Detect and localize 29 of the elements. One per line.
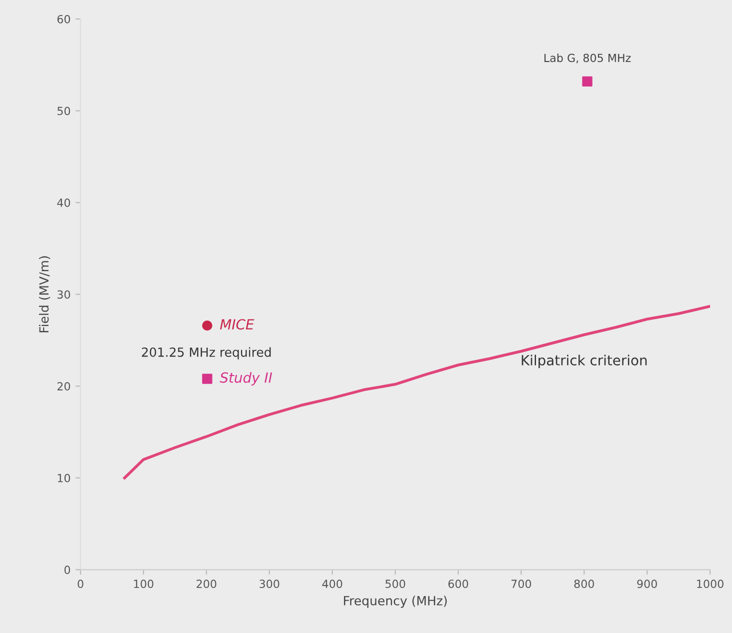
series-label: MICE [220, 319, 254, 330]
y-tick-label: 30 [58, 290, 70, 299]
x-tick-label: 600 [448, 580, 468, 588]
series-label: Lab G, 805 MHz [544, 54, 631, 64]
x-tick-label: 200 [196, 580, 216, 588]
x-tick-label: 100 [134, 580, 154, 588]
point [582, 76, 592, 86]
x-tick-label: 400 [322, 580, 342, 588]
line-series [123, 304, 710, 480]
x-tick-label: 300 [260, 580, 280, 588]
point [202, 374, 212, 384]
y-tick-label: 60 [57, 14, 70, 24]
x-tick-label: 500 [386, 580, 406, 588]
y-axis-title: Field (MV/m) [39, 256, 50, 332]
y-tick-label: 20 [57, 382, 70, 391]
y-tick-label: 40 [57, 198, 70, 207]
y-tick-label: 0 [64, 566, 70, 574]
series-label: Study II [220, 372, 272, 386]
annotation: 201.25 MHz required [142, 347, 271, 360]
series-label: Kilpatrick criterion [522, 354, 647, 368]
x-tick-label: 800 [574, 580, 594, 588]
y-tick-label: 50 [58, 106, 70, 116]
x-tick-label: 900 [637, 580, 657, 588]
x-tick-label: 1000 [697, 580, 724, 588]
point [202, 320, 212, 331]
x-axis-title: Frequency (MHz) [344, 596, 447, 608]
y-tick-label: 10 [58, 474, 70, 482]
x-tick-label: 0 [78, 580, 84, 588]
x-tick-label: 700 [511, 580, 532, 588]
